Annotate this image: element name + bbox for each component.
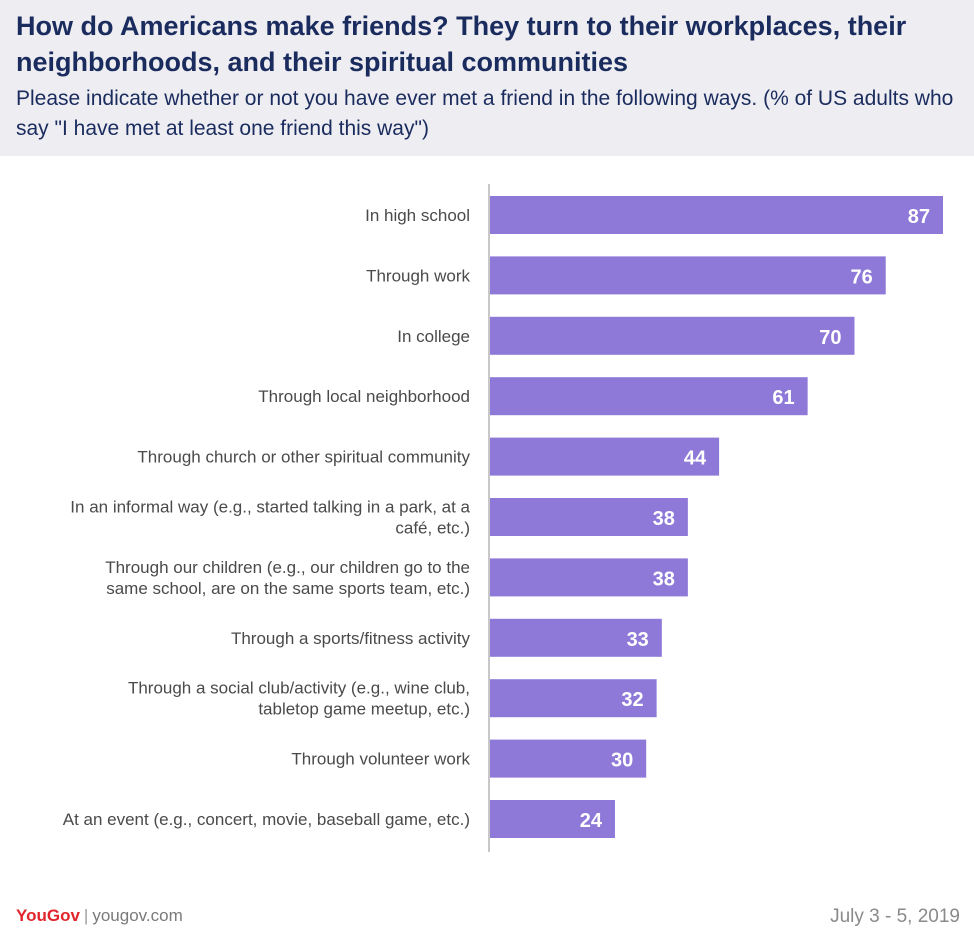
category-label: Through a sports/fitness activity — [231, 629, 471, 648]
footer-site: yougov.com — [92, 906, 183, 925]
bar-5 — [490, 498, 688, 536]
bar-value-label: 32 — [621, 689, 643, 711]
survey-date: July 3 - 5, 2019 — [830, 906, 960, 927]
bar-value-label: 38 — [653, 568, 675, 590]
bar-value-label: 30 — [611, 750, 633, 772]
bar-2 — [490, 316, 855, 355]
category-label: same school, are on the same sports team… — [106, 579, 470, 598]
bar-value-label: 44 — [684, 448, 707, 470]
category-label: Through church or other spiritual commun… — [137, 448, 470, 467]
footer-source: YouGov | yougov.com — [16, 906, 183, 926]
bar-value-label: 61 — [772, 387, 794, 409]
category-label: In an informal way (e.g., started talkin… — [70, 498, 470, 517]
bar-9 — [490, 739, 647, 778]
category-label: tabletop game meetup, etc.) — [258, 700, 470, 719]
category-label: Through local neighborhood — [258, 387, 470, 406]
category-label: In high school — [365, 206, 470, 225]
bar-3 — [490, 377, 808, 416]
bar-6 — [490, 558, 688, 597]
bar-8 — [490, 679, 657, 718]
header-panel: How do Americans make friends? They turn… — [0, 0, 974, 156]
category-label: In college — [397, 327, 470, 346]
bar-value-label: 76 — [850, 266, 872, 288]
footer-separator: | — [83, 906, 89, 925]
category-label: café, etc.) — [395, 519, 470, 538]
category-label: Through a social club/activity (e.g., wi… — [128, 679, 470, 698]
bar-value-label: 38 — [653, 508, 675, 530]
bar-0 — [490, 196, 943, 234]
chart-title: How do Americans make friends? They turn… — [16, 11, 907, 77]
bar-10 — [490, 800, 615, 838]
bar-value-label: 87 — [908, 206, 930, 228]
category-label: Through work — [366, 266, 470, 285]
chart-subtitle: Please indicate whether or not you have … — [16, 87, 954, 140]
category-label: At an event (e.g., concert, movie, baseb… — [63, 810, 470, 829]
bar-chart: 87 In high school 76 Through work 70 In colle… — [63, 184, 943, 852]
bar-value-label: 70 — [819, 327, 841, 349]
bar-value-label: 24 — [580, 810, 603, 832]
bar-1 — [490, 256, 886, 295]
yougov-logo: YouGov — [16, 906, 80, 925]
category-label: Through our children (e.g., our children… — [105, 558, 470, 577]
bar-4 — [490, 437, 720, 476]
bar-7 — [490, 618, 662, 657]
category-label: Through volunteer work — [291, 750, 470, 769]
bar-value-label: 33 — [627, 629, 649, 651]
